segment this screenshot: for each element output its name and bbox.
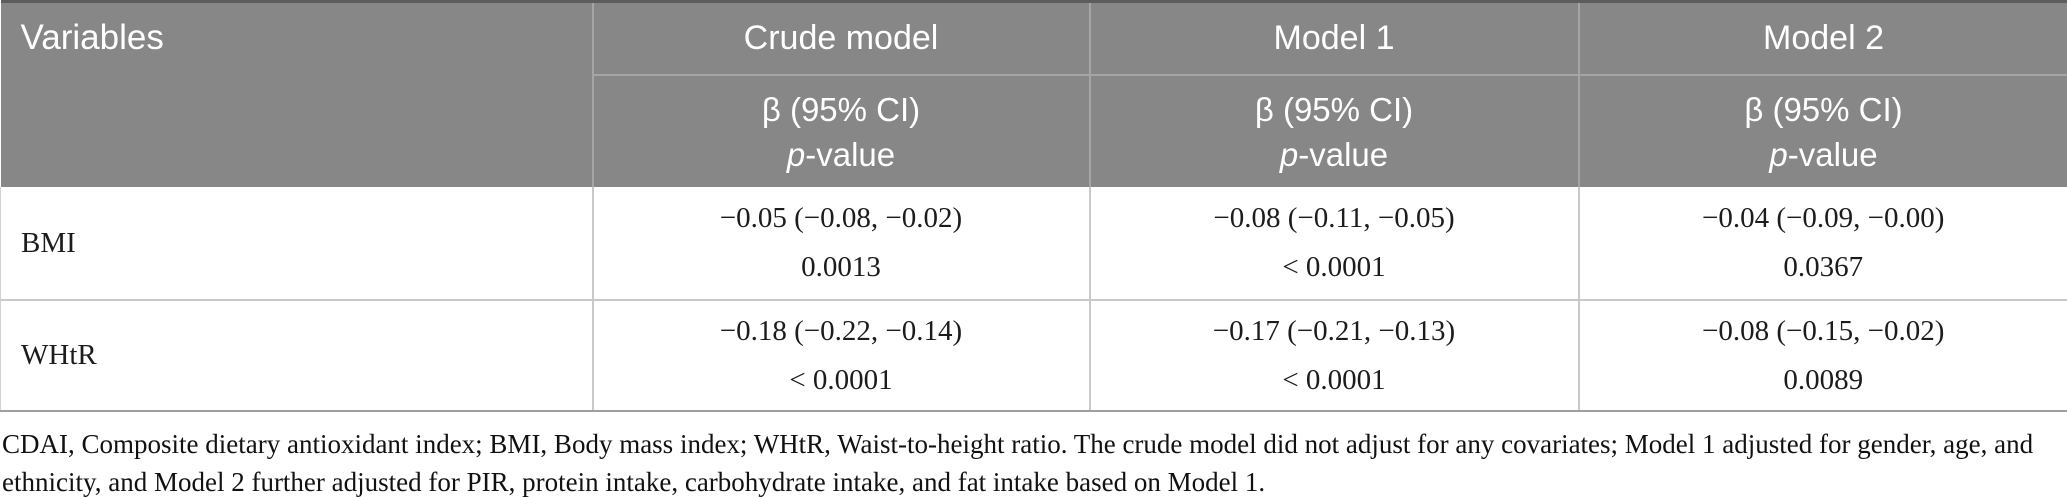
cell-bmi-model1: −0.08 (−0.11, −0.05) < 0.0001 — [1088, 187, 1580, 301]
beta-ci-label: β (95% CI) — [1254, 90, 1414, 128]
p-value: < 0.0001 — [1282, 363, 1386, 396]
beta-value: −0.05 (−0.08, −0.02) — [719, 202, 963, 234]
cell-whtr-model1: −0.17 (−0.21, −0.13) < 0.0001 — [1088, 300, 1580, 412]
p-value: 0.0089 — [1783, 363, 1864, 396]
column-header-crude-model: Crude model — [591, 1, 1090, 76]
p-value: 0.0013 — [801, 251, 881, 283]
table-row-bmi: BMI −0.05 (−0.08, −0.02) 0.0013 −0.08 (−… — [0, 187, 2067, 301]
p-value: < 0.0001 — [789, 363, 893, 396]
beta-ci-label: β (95% CI) — [761, 90, 921, 128]
subheader-model-2: β (95% CI) p-value — [1577, 75, 2067, 187]
cell-bmi-model2: −0.04 (−0.09, −0.00) 0.0367 — [1577, 187, 2067, 301]
column-header-model-2: Model 2 — [1577, 1, 2067, 76]
subheader-crude-model: β (95% CI) p-value — [591, 75, 1090, 187]
beta-value: −0.08 (−0.15, −0.02) — [1702, 314, 1945, 347]
column-header-variables: Variables — [0, 1, 593, 187]
beta-value: −0.18 (−0.22, −0.14) — [719, 314, 963, 347]
header-row-subheaders: β (95% CI) p-value β (95% CI) p-value β … — [1, 75, 2067, 187]
beta-value: −0.04 (−0.09, −0.00) — [1702, 202, 1945, 234]
p-value-label: p-value — [786, 135, 896, 173]
row-label-whtr: WHtR — [0, 300, 594, 412]
regression-table: Variables Crude model Model 1 Model 2 β … — [0, 0, 2067, 412]
beta-ci-label: β (95% CI) — [1744, 90, 1903, 128]
cell-whtr-crude: −0.18 (−0.22, −0.14) < 0.0001 — [591, 300, 1091, 412]
table-row-whtr: WHtR −0.18 (−0.22, −0.14) < 0.0001 −0.17… — [0, 300, 2067, 412]
header-row-models: Variables Crude model Model 1 Model 2 — [0, 1, 2067, 187]
beta-value: −0.17 (−0.21, −0.13) — [1212, 314, 1456, 347]
cell-bmi-crude: −0.05 (−0.08, −0.02) 0.0013 — [591, 187, 1091, 301]
p-value: < 0.0001 — [1282, 251, 1386, 283]
cell-whtr-model2: −0.08 (−0.15, −0.02) 0.0089 — [1577, 300, 2067, 412]
column-header-model-1: Model 1 — [1088, 1, 1579, 76]
table-footnote: CDAI, Composite dietary antioxidant inde… — [2, 429, 2034, 497]
subheader-model-1: β (95% CI) p-value — [1088, 75, 1579, 187]
p-value: 0.0367 — [1783, 251, 1864, 283]
p-value-label: p-value — [1769, 135, 1878, 173]
row-label-bmi: BMI — [0, 187, 594, 301]
beta-value: −0.08 (−0.11, −0.05) — [1213, 202, 1455, 234]
p-value-label: p-value — [1279, 135, 1389, 173]
